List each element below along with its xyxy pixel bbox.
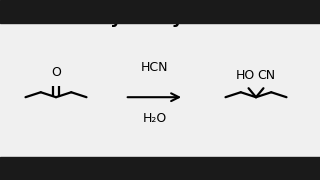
Text: O: O bbox=[51, 66, 61, 79]
Text: H₂O: H₂O bbox=[142, 112, 166, 125]
Text: Cyanohydrins: Cyanohydrins bbox=[98, 9, 235, 27]
Text: CN: CN bbox=[258, 69, 276, 82]
Text: HCN: HCN bbox=[141, 61, 168, 74]
Text: HO: HO bbox=[236, 69, 255, 82]
